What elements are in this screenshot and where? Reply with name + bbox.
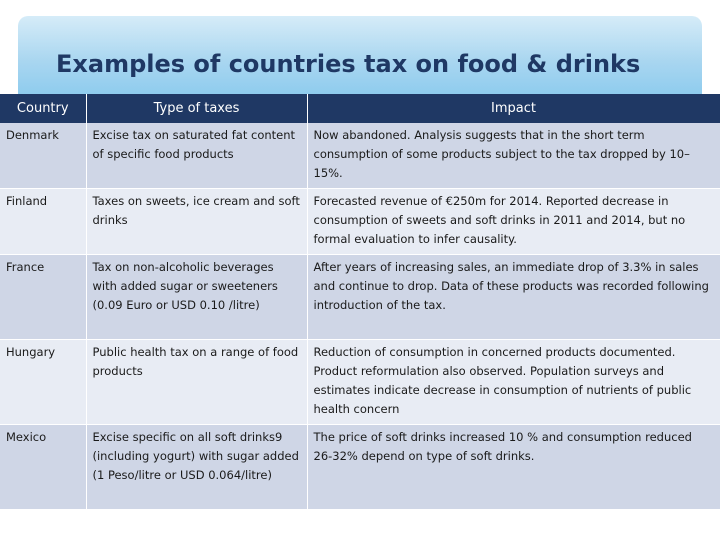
cell-country: Mexico <box>0 424 87 510</box>
header-impact: Impact <box>307 94 720 123</box>
cell-type: Tax on non-alcoholic beverages with adde… <box>86 254 308 340</box>
table-row: France Tax on non-alcoholic beverages wi… <box>0 254 720 340</box>
cell-type: Taxes on sweets, ice cream and soft drin… <box>86 188 308 255</box>
cell-country: France <box>0 254 87 340</box>
cell-impact: Now abandoned. Analysis suggests that in… <box>307 123 720 189</box>
table-header-row: Country Type of taxes Impact <box>0 94 720 123</box>
cell-type: Public health tax on a range of food pro… <box>86 339 308 425</box>
cell-type: Excise tax on saturated fat content of s… <box>86 123 308 189</box>
cell-country: Denmark <box>0 123 87 189</box>
header-country: Country <box>0 94 87 123</box>
header-type-of-taxes: Type of taxes <box>86 94 308 123</box>
cell-country: Finland <box>0 188 87 255</box>
table-row: Mexico Excise specific on all soft drink… <box>0 424 720 510</box>
cell-impact: After years of increasing sales, an imme… <box>307 254 720 340</box>
table-row: Denmark Excise tax on saturated fat cont… <box>0 123 720 189</box>
tax-table: Country Type of taxes Impact Denmark Exc… <box>0 94 720 510</box>
title-band <box>18 16 702 98</box>
cell-impact: The price of soft drinks increased 10 % … <box>307 424 720 510</box>
cell-country: Hungary <box>0 339 87 425</box>
slide-title: Examples of countries tax on food & drin… <box>56 50 641 78</box>
cell-type: Excise specific on all soft drinks9 (inc… <box>86 424 308 510</box>
table-row: Hungary Public health tax on a range of … <box>0 339 720 425</box>
cell-impact: Reduction of consumption in concerned pr… <box>307 339 720 425</box>
table-row: Finland Taxes on sweets, ice cream and s… <box>0 188 720 255</box>
cell-impact: Forecasted revenue of €250m for 2014. Re… <box>307 188 720 255</box>
